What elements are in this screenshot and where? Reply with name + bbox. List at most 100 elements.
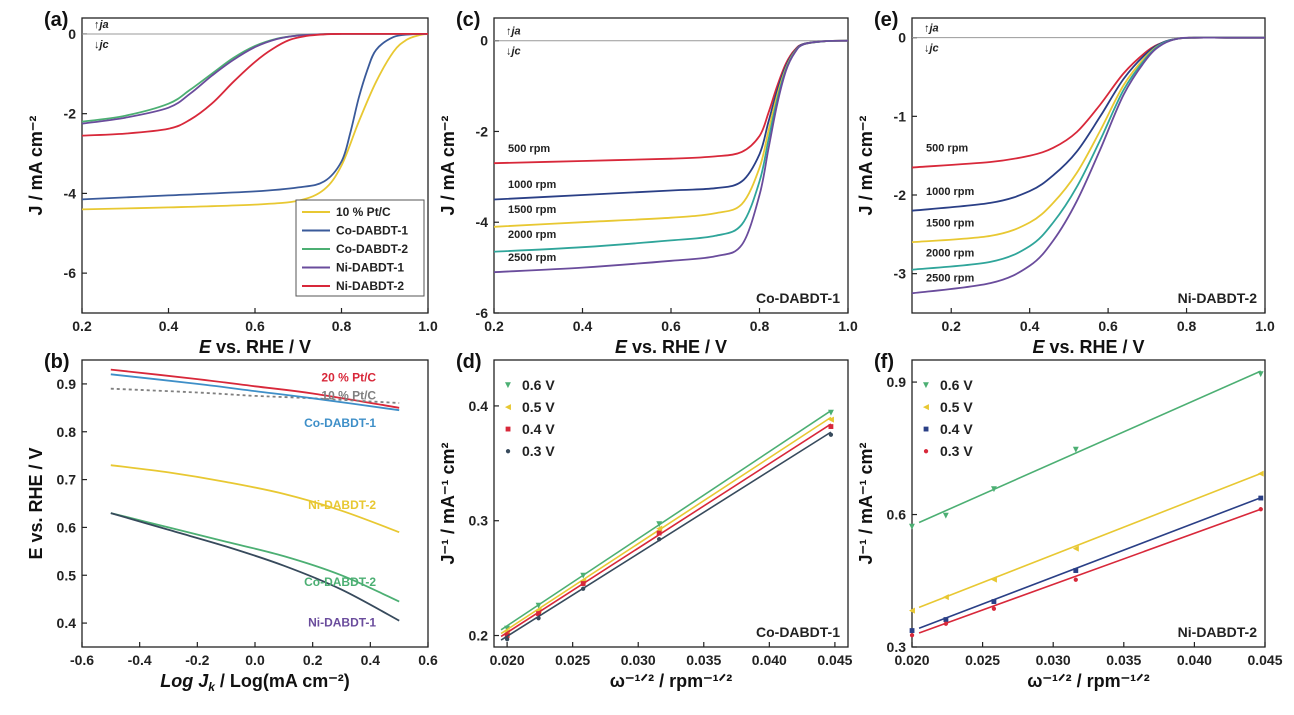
series-annotation: Co-DABDT-2 [304, 575, 376, 589]
fit-line-4 [500, 431, 832, 641]
series-line-5 [493, 39, 849, 274]
x-tick-label: 0.040 [1177, 652, 1212, 668]
legend-label: 0.5 V [940, 399, 973, 415]
x-tick-label: 0.8 [750, 318, 770, 334]
legend-marker: ▼ [503, 380, 513, 391]
x-axis-label-rest: vs. RHE / V [1044, 337, 1144, 357]
data-point: ▼ [534, 601, 544, 612]
panel-label: (e) [874, 9, 898, 31]
data-point: ● [580, 583, 586, 594]
y-tick-label: 0.9 [887, 374, 907, 390]
plot-frame [911, 17, 1266, 314]
x-tick-label: 0.020 [894, 652, 929, 668]
y-tick-label: 0.2 [469, 628, 489, 644]
y-axis-label: J⁻¹ / mA⁻¹ cm² [856, 442, 876, 564]
fit-line-3 [918, 496, 1262, 630]
sample-label: Ni-DABDT-2 [1178, 290, 1258, 306]
series-annotation: 20 % Pt/C [321, 371, 376, 385]
rpm-label: 1000 rpm [926, 186, 975, 198]
x-tick-label: 1.0 [1255, 318, 1275, 334]
x-tick-label: 0.045 [1247, 652, 1282, 668]
x-tick-label: 0.6 [418, 652, 438, 668]
jc-label: ↓jc [506, 46, 521, 58]
sample-label: Co-DABDT-1 [756, 624, 840, 640]
data-point: ▼ [989, 484, 999, 495]
x-tick-label: 0.045 [817, 652, 852, 668]
data-point: ◄ [826, 415, 836, 426]
x-tick-label: 0.020 [490, 652, 525, 668]
series-annotation: Co-DABDT-1 [304, 416, 376, 430]
rpm-label: 2500 rpm [926, 273, 975, 285]
data-point: ▼ [941, 511, 951, 522]
x-tick-label: 0.0 [245, 652, 265, 668]
x-tick-label: 0.6 [1098, 318, 1118, 334]
data-point: ● [991, 603, 997, 614]
series-line-2 [911, 36, 1265, 212]
fit-line-1 [918, 370, 1262, 524]
x-axis-label: ω⁻¹ᐟ² / rpm⁻¹ᐟ² [610, 671, 732, 691]
legend-marker: ● [923, 446, 929, 457]
data-point: ◄ [534, 605, 544, 616]
legend-label: 0.3 V [940, 443, 973, 459]
x-tick-label: 0.8 [1177, 318, 1197, 334]
legend-label: 0.6 V [940, 377, 973, 393]
data-point: ▼ [654, 519, 664, 530]
series-line-4 [110, 464, 400, 534]
y-tick-label: -4 [64, 185, 77, 201]
series-line-2 [110, 387, 400, 404]
legend-label: 0.3 V [522, 443, 555, 459]
rpm-label: 2000 rpm [508, 229, 557, 241]
rpm-label: 1500 rpm [508, 204, 557, 216]
panel-b: -0.6 -0.4 -0.2 0.0 0.2 0.4 0.6 0.4 0.5 0.6 0.7 0.8 0… [26, 351, 438, 694]
y-axis-label: J / mA cm⁻² [438, 116, 458, 216]
x-tick-label: 0.2 [941, 318, 961, 334]
rpm-label: 2500 rpm [508, 252, 557, 264]
panel-label: (b) [44, 351, 70, 373]
x-tick-label: 0.035 [686, 652, 721, 668]
x-axis-label-italic: E [615, 337, 628, 357]
panel-c: 0.2 0.4 0.6 0.8 1.0 0 -2 -4 -6 ↑ja ↓jc E vs. RHE / … [438, 9, 858, 357]
fit-line-1 [500, 410, 832, 631]
fit-line-4 [918, 508, 1262, 634]
rpm-label: 1500 rpm [926, 217, 975, 229]
y-axis-label: J⁻¹ / mA⁻¹ cm² [438, 442, 458, 564]
series-line-2 [81, 33, 429, 201]
x-axis-label-rest: vs. RHE / V [627, 337, 727, 357]
data-point: ◄ [907, 605, 917, 616]
legend-label: 0.6 V [522, 377, 555, 393]
data-point: ■ [828, 421, 834, 432]
y-tick-label: -2 [894, 187, 907, 203]
y-tick-label: 0.4 [57, 615, 77, 631]
x-tick-label: 0.035 [1106, 652, 1141, 668]
data-point: ■ [1073, 566, 1079, 577]
data-point: ■ [656, 528, 662, 539]
legend-marker: ◄ [921, 402, 931, 413]
x-tick-label: 0.025 [965, 652, 1000, 668]
data-point: ◄ [578, 575, 588, 586]
x-tick-label: 0.030 [621, 652, 656, 668]
data-point: ◄ [654, 524, 664, 535]
y-tick-label: 0.7 [57, 472, 77, 488]
panel-label: (d) [456, 351, 482, 373]
data-point: ■ [909, 625, 915, 636]
y-tick-label: -3 [894, 266, 907, 282]
panel-d: 0.020 0.025 0.030 0.035 0.040 0.045 0.2 0.3 0.4 ω… [438, 351, 853, 691]
data-point: ● [828, 429, 834, 440]
y-axis-label: E vs. RHE / V [26, 447, 46, 559]
sample-label: Ni-DABDT-2 [1178, 624, 1258, 640]
legend-label: Ni-DABDT-1 [336, 261, 404, 275]
y-tick-label: -6 [64, 265, 77, 281]
y-tick-label: 0.3 [469, 513, 489, 529]
series-annotation: Ni-DABDT-2 [308, 498, 376, 512]
data-point: ▼ [578, 571, 588, 582]
x-tick-label: 0.2 [303, 652, 323, 668]
data-point: ● [504, 634, 510, 645]
y-tick-label: 0.6 [887, 507, 907, 523]
y-tick-label: 0.3 [887, 639, 907, 655]
data-point: ● [1258, 504, 1264, 515]
x-axis-label: Log Jk / Log(mA cm⁻²) [160, 671, 350, 694]
jc-label: ↓jc [924, 43, 939, 55]
data-point: ● [943, 619, 949, 630]
x-axis-label: E vs. RHE / V [615, 337, 727, 357]
y-axis-label: J / mA cm⁻² [26, 116, 46, 216]
